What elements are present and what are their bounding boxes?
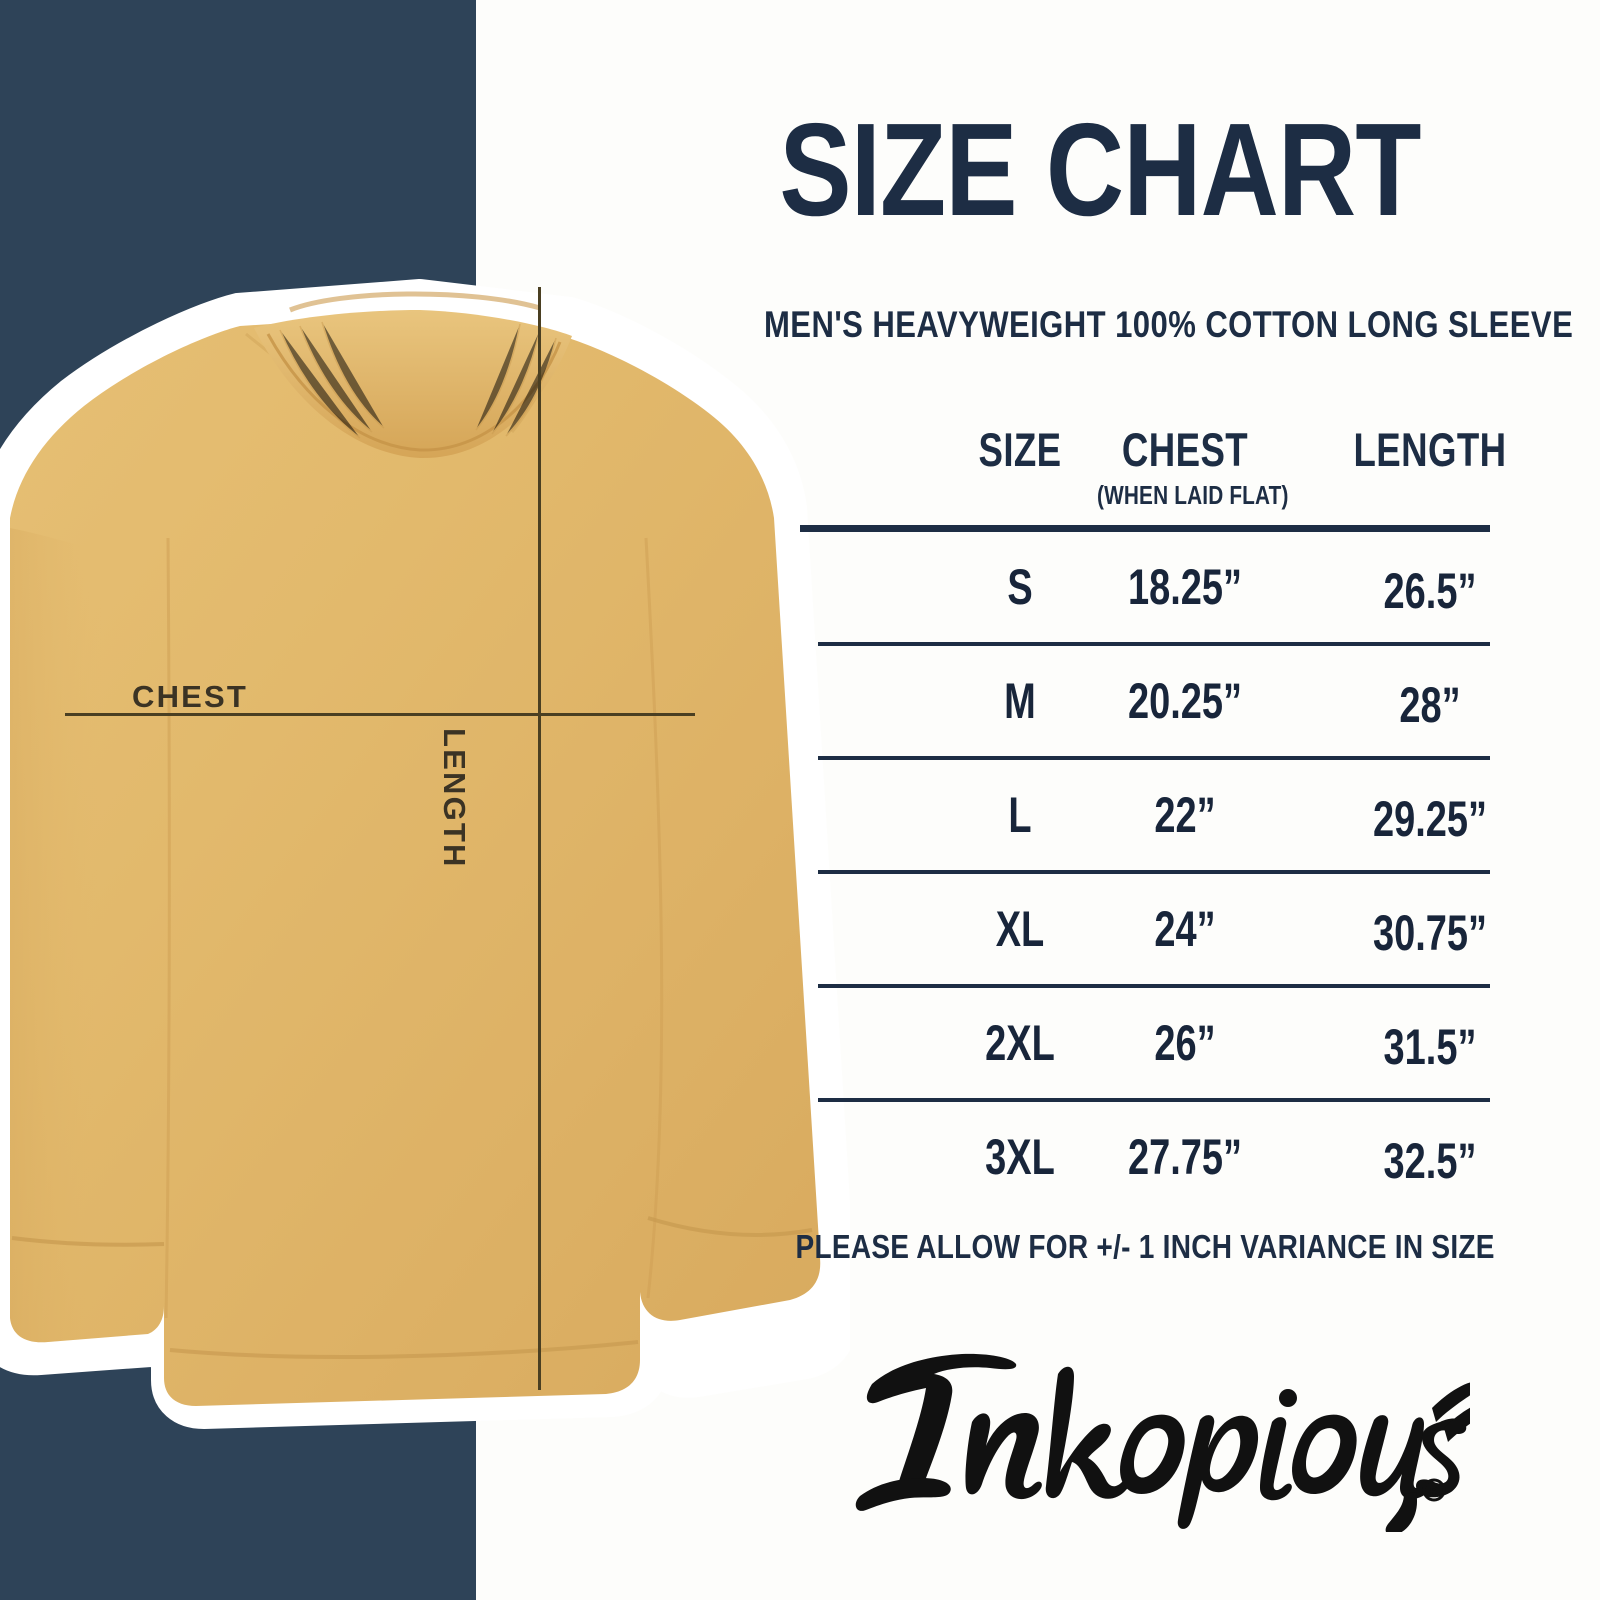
neck-tape [289,291,541,313]
table-row: L 22” 29.25” [800,760,1490,870]
table-row: 2XL 26” 31.5” [800,988,1490,1098]
variance-note: PLEASE ALLOW FOR +/- 1 INCH VARIANCE IN … [795,1228,1495,1265]
cell-length: 26.5” [1383,563,1477,619]
table-row: S 18.25” 26.5” [800,532,1490,642]
svg-text:R: R [1430,1486,1438,1498]
cell-size: 3XL [985,1129,1055,1185]
column-header-chest: CHEST [1121,423,1249,476]
chest-subnote: (WHEN LAID FLAT) [1097,480,1289,510]
length-measure-label: LENGTH [437,728,472,869]
page-title: SIZE CHART [779,96,1421,243]
right-sleeve-seam [644,537,664,1299]
inkopious-wordmark: R [855,1353,1490,1536]
body-hem-seam [169,1340,639,1359]
shirt-body [10,314,821,1406]
size-table: SIZE CHEST LENGTH (WHEN LAID FLAT) S 18.… [800,410,1506,1212]
table-header-row: SIZE CHEST LENGTH (WHEN LAID FLAT) [800,410,1506,525]
column-header-length: LENGTH [1353,423,1507,476]
cell-chest: 26” [1154,1015,1216,1071]
brand-logo: R [830,1312,1490,1536]
row-divider [818,1098,1490,1102]
length-measure-line [538,287,541,1390]
row-divider [818,984,1490,988]
navy-bottom-block [0,1432,476,1600]
shirt-illustration [0,238,850,1438]
cell-length: 32.5” [1383,1133,1477,1189]
left-cuff-seam [11,1236,165,1247]
cell-length: 28” [1399,677,1461,733]
cell-length: 31.5” [1383,1019,1477,1075]
cell-size: 2XL [985,1015,1055,1071]
cell-size: M [1004,673,1036,729]
cell-chest: 18.25” [1127,559,1243,615]
table-row: M 20.25” 28” [800,646,1490,756]
left-sleeve-shading [10,528,164,1343]
left-sleeve-seam [164,537,171,1319]
table-row: XL 24” 30.75” [800,874,1490,984]
row-divider [818,756,1490,760]
chest-measure-label: CHEST [132,679,249,714]
column-header-size: SIZE [978,423,1062,476]
cell-size: XL [995,901,1045,957]
table-header-rule [800,525,1490,532]
cell-size: L [1008,787,1032,843]
right-cuff-seam [647,1216,813,1237]
cell-length: 29.25” [1372,791,1488,847]
cell-chest: 22” [1154,787,1216,843]
page-subtitle: MEN'S HEAVYWEIGHT 100% COTTON LONG SLEEV… [764,304,1574,345]
cell-chest: 24” [1154,901,1216,957]
long-sleeve-shirt-graphic [0,279,850,1429]
cell-length: 30.75” [1372,905,1488,961]
chart-content-column: SIZE CHART MEN'S HEAVYWEIGHT 100% COTTON… [700,0,1600,1600]
row-divider [818,642,1490,646]
cell-size: S [1007,559,1033,615]
row-divider [818,870,1490,874]
chest-measure-line [65,713,695,716]
cell-chest: 20.25” [1127,673,1243,729]
cell-chest: 27.75” [1127,1129,1243,1185]
collar-rib-lines [279,321,557,439]
table-row: 3XL 27.75” 32.5” [800,1102,1490,1212]
